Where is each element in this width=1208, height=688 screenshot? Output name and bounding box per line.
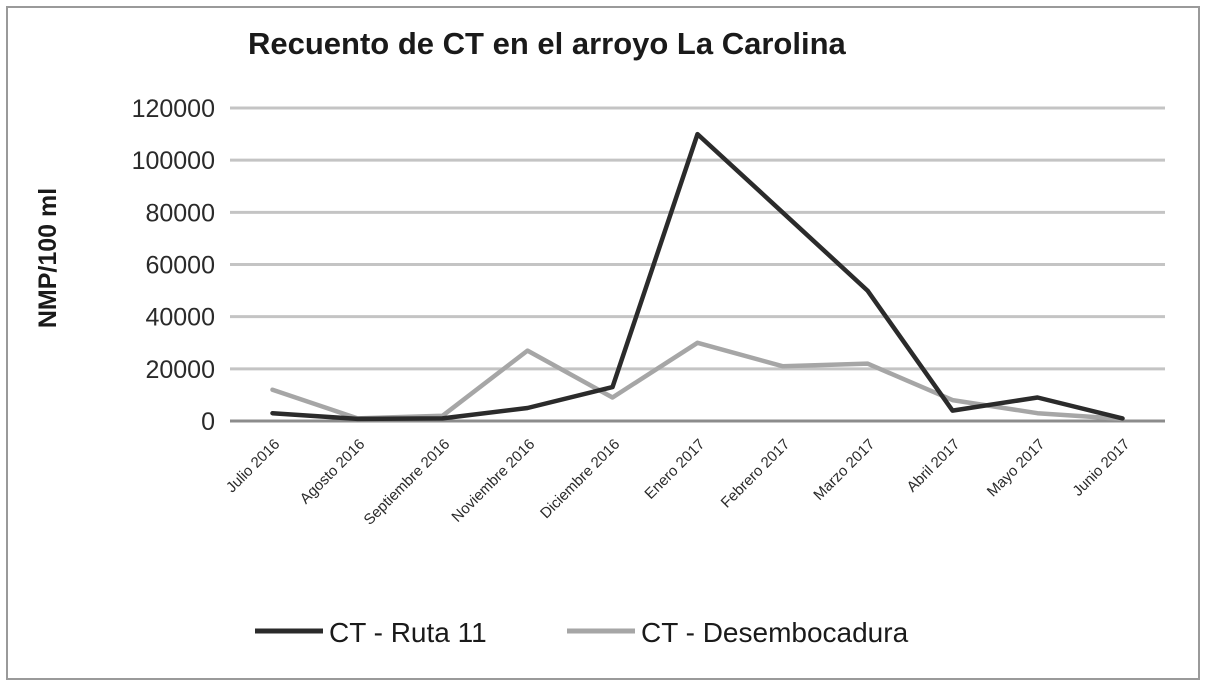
legend-label: CT - Desembocadura (641, 617, 909, 648)
legend-label: CT - Ruta 11 (329, 617, 487, 648)
series-lines (270, 131, 1125, 422)
y-tick-label: 60000 (145, 252, 215, 280)
series-line (270, 131, 1125, 422)
x-tick-label: Abril 2017 (904, 436, 964, 496)
legend: CT - Ruta 11 CT - Desembocadura (255, 617, 909, 648)
y-tick-label: 80000 (145, 199, 215, 227)
x-tick-label: Mayo 2017 (984, 436, 1049, 501)
gridlines (230, 106, 1165, 423)
x-tick-label: Junio 2017 (1069, 436, 1133, 500)
y-tick-label: 20000 (145, 356, 215, 384)
x-tick-label: Septiembre 2016 (361, 436, 454, 529)
x-tick-label: Febrero 2017 (718, 436, 794, 512)
x-tick-label: Julio 2016 (223, 436, 283, 496)
series-line (270, 340, 1125, 422)
y-tick-label: 100000 (132, 147, 215, 175)
x-tick-label: Agosto 2016 (297, 436, 369, 508)
x-tick-label: Marzo 2017 (810, 436, 878, 504)
x-tick-label: Diciembre 2016 (537, 436, 623, 522)
x-tick-label: Enero 2017 (641, 436, 708, 503)
y-axis-label: NMP/100 ml (34, 188, 62, 328)
y-tick-label: 40000 (145, 304, 215, 332)
y-tick-label: 120000 (132, 95, 215, 123)
chart-frame (6, 6, 1200, 680)
y-axis-ticks: 0 20000 40000 60000 80000 100000 120000 (132, 95, 215, 436)
y-tick-label: 0 (201, 408, 215, 436)
chart-title: Recuento de CT en el arroyo La Carolina (248, 26, 846, 61)
x-tick-label: Noviembre 2016 (448, 436, 538, 526)
